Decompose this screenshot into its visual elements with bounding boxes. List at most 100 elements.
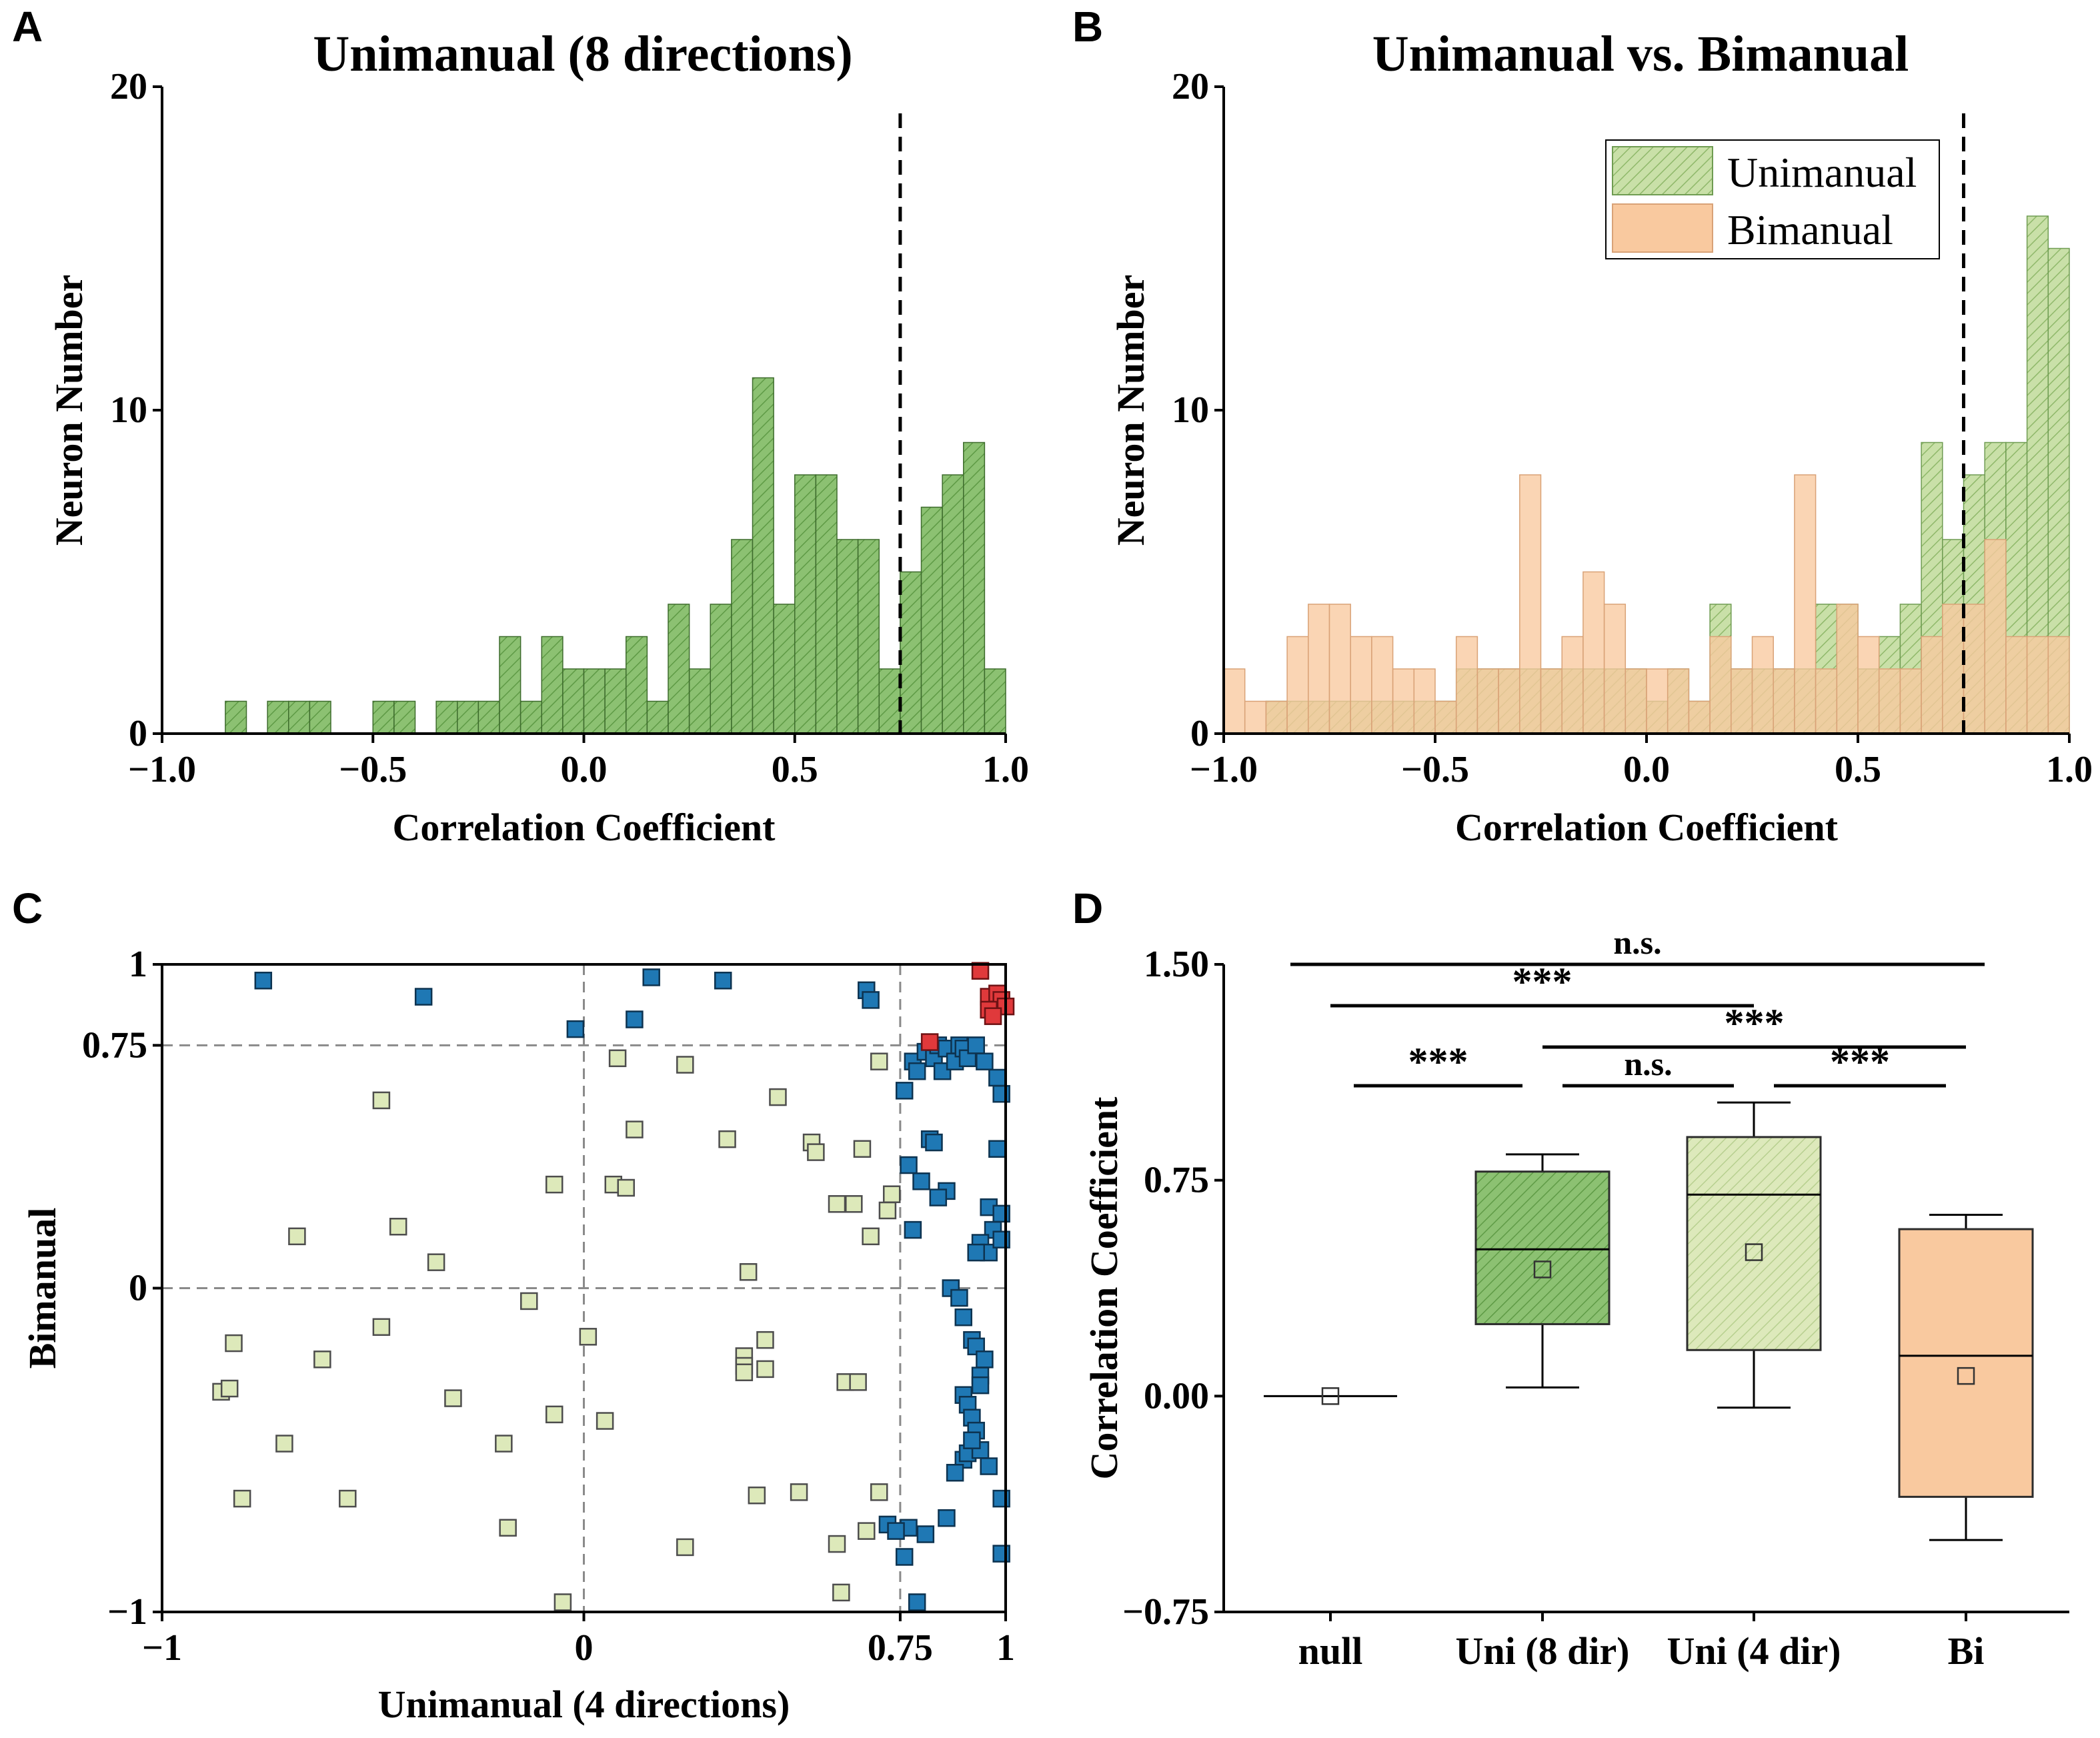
bar-bimanual-30: [1857, 636, 1880, 734]
y-tick-label: 10: [110, 389, 147, 431]
bar-bimanual-15: [1540, 668, 1562, 734]
panel-label-d: D: [1072, 884, 1103, 932]
x-tick-label: −1: [142, 1627, 182, 1669]
point-unimanual-only: [992, 1084, 1010, 1103]
point-neither: [862, 1227, 880, 1246]
y-tick-label: 0: [129, 1268, 147, 1309]
y-tick-label: −0.75: [1122, 1591, 1209, 1633]
bar-unimanual-35: [900, 571, 922, 734]
bar-bimanual-38: [2026, 636, 2049, 734]
point-unimanual-only: [976, 1351, 994, 1369]
x-category-label: Uni (4 dir): [1667, 1629, 1841, 1673]
point-neither: [790, 1483, 808, 1501]
point-neither: [617, 1178, 635, 1197]
bar-bimanual-32: [1899, 668, 1922, 734]
x-tick-label: −0.5: [1401, 749, 1469, 790]
point-neither: [858, 1522, 876, 1540]
x-category-label: Uni (8 dir): [1456, 1629, 1630, 1673]
significance-label: ***: [1830, 1040, 1890, 1084]
point-unimanual-only: [992, 1204, 1010, 1223]
bar-bimanual-4: [1308, 604, 1330, 734]
x-axis-label: Unimanual (4 directions): [378, 1683, 790, 1726]
point-unimanual-only: [900, 1156, 918, 1174]
bar-unimanual-14: [457, 700, 479, 734]
point-neither: [748, 1486, 766, 1505]
point-neither: [878, 1201, 897, 1220]
bar-unimanual-22: [626, 636, 648, 734]
point-both: [920, 1033, 939, 1051]
bar-bimanual-10: [1434, 700, 1457, 734]
significance-label: n.s.: [1624, 1045, 1672, 1082]
panel-label-a: A: [12, 3, 43, 51]
box-1: [1474, 1170, 1611, 1325]
point-neither: [676, 1056, 694, 1074]
bar-bimanual-20: [1646, 668, 1669, 734]
bar-bimanual-25: [1751, 636, 1774, 734]
bar-bimanual-33: [1921, 636, 1943, 734]
y-tick-label: 1.50: [1144, 944, 1209, 985]
legend-swatch-bimanual: [1612, 203, 1713, 253]
bar-unimanual-27: [731, 539, 754, 734]
bar-unimanual-10: [372, 700, 395, 734]
bar-unimanual-28: [752, 377, 774, 734]
panel-a-title: Unimanual (8 directions): [313, 26, 852, 82]
y-tick-label: 0.00: [1144, 1375, 1209, 1417]
bar-bimanual-6: [1350, 636, 1372, 734]
point-neither: [233, 1489, 251, 1508]
point-unimanual-only: [925, 1133, 943, 1152]
bar-unimanual-30: [794, 474, 817, 734]
bar-bimanual-39: [2047, 636, 2070, 734]
point-unimanual-only: [950, 1288, 968, 1307]
point-unimanual-only: [626, 1010, 644, 1028]
panel-b-title: Unimanual vs. Bimanual: [1372, 26, 1909, 82]
bar-unimanual-37: [942, 474, 964, 734]
panel-b-histogram: −1.0 −0.5 0.0 0.5 1.0 0 10 20 Correlation Coeffi…: [1109, 66, 2093, 849]
point-neither: [545, 1175, 564, 1194]
x-axis-label: Correlation Coefficient: [1455, 806, 1839, 849]
y-tick-label: 0: [1190, 713, 1209, 754]
point-unimanual-only: [254, 972, 273, 990]
point-unimanual-only: [992, 1230, 1010, 1248]
y-tick-label: 0.75: [1144, 1160, 1209, 1201]
bar-bimanual-21: [1667, 668, 1690, 734]
bar-unimanual-5: [267, 700, 289, 734]
x-tick-label: 1: [996, 1627, 1015, 1669]
bar-bimanual-12: [1476, 668, 1499, 734]
x-tick-label: 0.0: [561, 749, 608, 790]
y-tick-label: −1: [107, 1591, 147, 1633]
point-neither: [853, 1140, 872, 1158]
point-neither: [608, 1049, 627, 1068]
bar-bimanual-1: [1244, 700, 1267, 734]
point-unimanual-only: [992, 1545, 1010, 1563]
point-neither: [579, 1328, 598, 1346]
bar-bimanual-29: [1836, 604, 1859, 734]
y-tick-label: 0: [129, 713, 147, 754]
mean-marker: [1321, 1387, 1340, 1405]
point-neither: [444, 1389, 462, 1407]
panel-label-b: B: [1072, 3, 1103, 51]
bar-unimanual-21: [604, 668, 627, 734]
point-neither: [735, 1363, 754, 1381]
y-tick-label: 1: [129, 944, 147, 985]
bar-unimanual-39: [984, 668, 1006, 734]
bar-unimanual-13: [435, 700, 458, 734]
point-unimanual-only: [895, 1082, 914, 1100]
x-axis-label: Correlation Coefficient: [393, 806, 776, 849]
bar-bimanual-8: [1392, 668, 1415, 734]
point-unimanual-only: [904, 1220, 922, 1239]
x-tick-label: 1.0: [982, 749, 1029, 790]
significance-label: ***: [1512, 960, 1572, 1004]
bar-bimanual-3: [1286, 636, 1309, 734]
bar-bimanual-2: [1265, 700, 1288, 734]
bar-unimanual-23: [646, 700, 669, 734]
point-neither: [870, 1052, 888, 1070]
point-unimanual-only: [887, 1522, 905, 1540]
point-neither: [225, 1334, 243, 1353]
bar-bimanual-22: [1688, 700, 1711, 734]
bar-bimanual-27: [1794, 474, 1817, 734]
bar-unimanual-33: [857, 539, 880, 734]
point-unimanual-only: [988, 1140, 1006, 1158]
mean-marker: [1957, 1367, 1975, 1385]
point-neither: [554, 1593, 572, 1611]
point-unimanual-only: [988, 1068, 1006, 1087]
